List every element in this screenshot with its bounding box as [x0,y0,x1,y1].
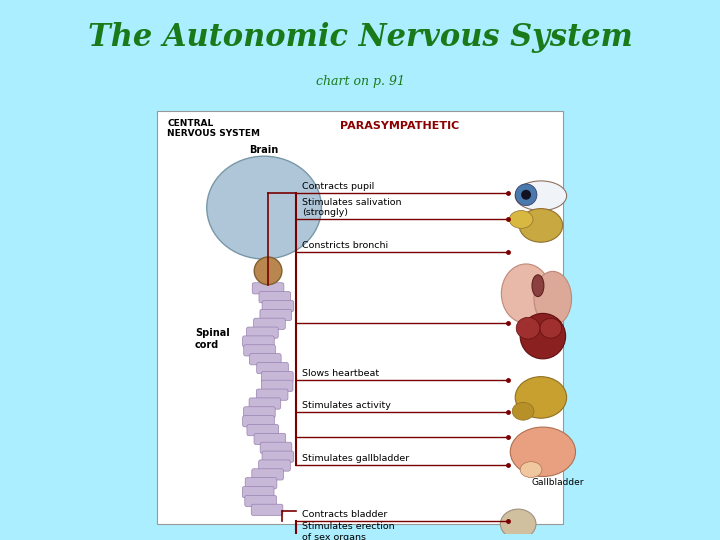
Ellipse shape [516,377,567,418]
FancyBboxPatch shape [262,300,294,312]
Text: Stimulates salivation
(strongly): Stimulates salivation (strongly) [302,198,401,218]
FancyBboxPatch shape [252,469,284,480]
Ellipse shape [519,208,562,242]
FancyBboxPatch shape [258,460,290,471]
Ellipse shape [500,509,536,539]
Text: Stimulates gallbladder: Stimulates gallbladder [302,454,409,463]
Text: Spinal
cord: Spinal cord [195,328,230,350]
FancyBboxPatch shape [253,318,285,329]
Ellipse shape [516,184,537,206]
Text: Slows heartbeat: Slows heartbeat [302,369,379,377]
FancyBboxPatch shape [251,504,283,516]
Ellipse shape [532,275,544,296]
FancyBboxPatch shape [243,487,274,498]
Text: Gallbladder: Gallbladder [531,478,584,488]
Ellipse shape [510,427,575,476]
Ellipse shape [509,211,533,228]
Text: CENTRAL
NERVOUS SYSTEM: CENTRAL NERVOUS SYSTEM [167,119,260,138]
Text: Stimulates erection
of sex organs: Stimulates erection of sex organs [302,522,395,540]
Text: Stimulates activity: Stimulates activity [302,401,390,410]
FancyBboxPatch shape [243,416,274,427]
Text: PARASYMPATHETIC: PARASYMPATHETIC [340,120,459,131]
FancyBboxPatch shape [262,451,294,462]
FancyBboxPatch shape [257,362,288,374]
FancyBboxPatch shape [259,292,291,303]
FancyBboxPatch shape [250,354,281,365]
Ellipse shape [540,318,562,338]
FancyBboxPatch shape [246,478,277,489]
Bar [158,111,562,524]
FancyBboxPatch shape [246,327,278,338]
Text: Brain: Brain [250,145,279,156]
Ellipse shape [520,462,542,477]
Text: The Autonomic Nervous System: The Autonomic Nervous System [88,22,632,53]
Ellipse shape [254,257,282,285]
FancyBboxPatch shape [247,424,279,436]
Ellipse shape [520,313,566,359]
Ellipse shape [516,318,540,339]
FancyBboxPatch shape [261,380,293,392]
FancyBboxPatch shape [252,283,284,294]
Ellipse shape [521,190,531,200]
FancyBboxPatch shape [244,345,275,356]
Text: Contracts bladder: Contracts bladder [302,510,387,519]
FancyBboxPatch shape [256,389,288,400]
FancyBboxPatch shape [261,372,293,382]
FancyBboxPatch shape [243,407,275,418]
FancyBboxPatch shape [254,433,286,444]
FancyBboxPatch shape [243,336,274,347]
Ellipse shape [512,402,534,420]
Text: Contracts pupil: Contracts pupil [302,182,374,191]
Text: Constricts bronchi: Constricts bronchi [302,241,388,250]
FancyBboxPatch shape [249,398,281,409]
Ellipse shape [516,181,567,211]
FancyBboxPatch shape [260,309,292,321]
Ellipse shape [501,264,551,323]
FancyBboxPatch shape [245,495,276,507]
Ellipse shape [207,156,321,259]
Text: chart on p. 91: chart on p. 91 [315,75,405,87]
Ellipse shape [534,272,572,326]
FancyBboxPatch shape [260,442,292,454]
